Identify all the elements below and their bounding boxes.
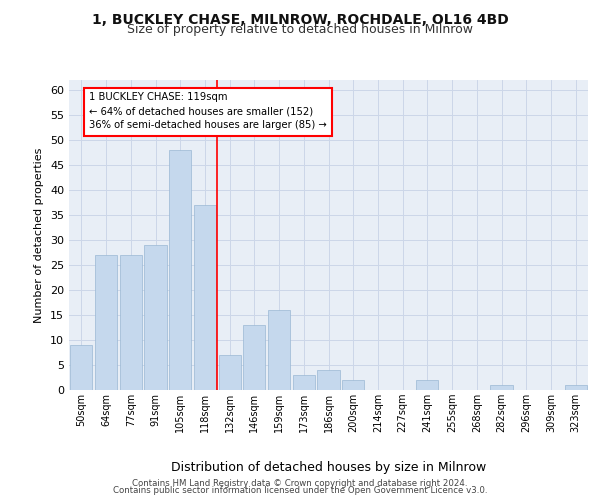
Bar xyxy=(119,255,142,390)
Bar xyxy=(268,310,290,390)
Text: 1, BUCKLEY CHASE, MILNROW, ROCHDALE, OL16 4BD: 1, BUCKLEY CHASE, MILNROW, ROCHDALE, OL1… xyxy=(92,12,508,26)
Bar xyxy=(145,245,167,390)
Text: Contains public sector information licensed under the Open Government Licence v3: Contains public sector information licen… xyxy=(113,486,487,495)
Bar xyxy=(293,375,315,390)
Bar xyxy=(342,380,364,390)
Bar xyxy=(169,150,191,390)
Text: Contains HM Land Registry data © Crown copyright and database right 2024.: Contains HM Land Registry data © Crown c… xyxy=(132,478,468,488)
Bar xyxy=(243,325,265,390)
Y-axis label: Number of detached properties: Number of detached properties xyxy=(34,148,44,322)
Bar xyxy=(95,255,117,390)
Bar xyxy=(70,345,92,390)
Bar xyxy=(218,355,241,390)
Text: Distribution of detached houses by size in Milnrow: Distribution of detached houses by size … xyxy=(171,461,487,474)
Text: Size of property relative to detached houses in Milnrow: Size of property relative to detached ho… xyxy=(127,22,473,36)
Bar xyxy=(490,385,512,390)
Text: 1 BUCKLEY CHASE: 119sqm
← 64% of detached houses are smaller (152)
36% of semi-d: 1 BUCKLEY CHASE: 119sqm ← 64% of detache… xyxy=(89,92,326,130)
Bar xyxy=(317,370,340,390)
Bar xyxy=(194,205,216,390)
Bar xyxy=(565,385,587,390)
Bar xyxy=(416,380,439,390)
